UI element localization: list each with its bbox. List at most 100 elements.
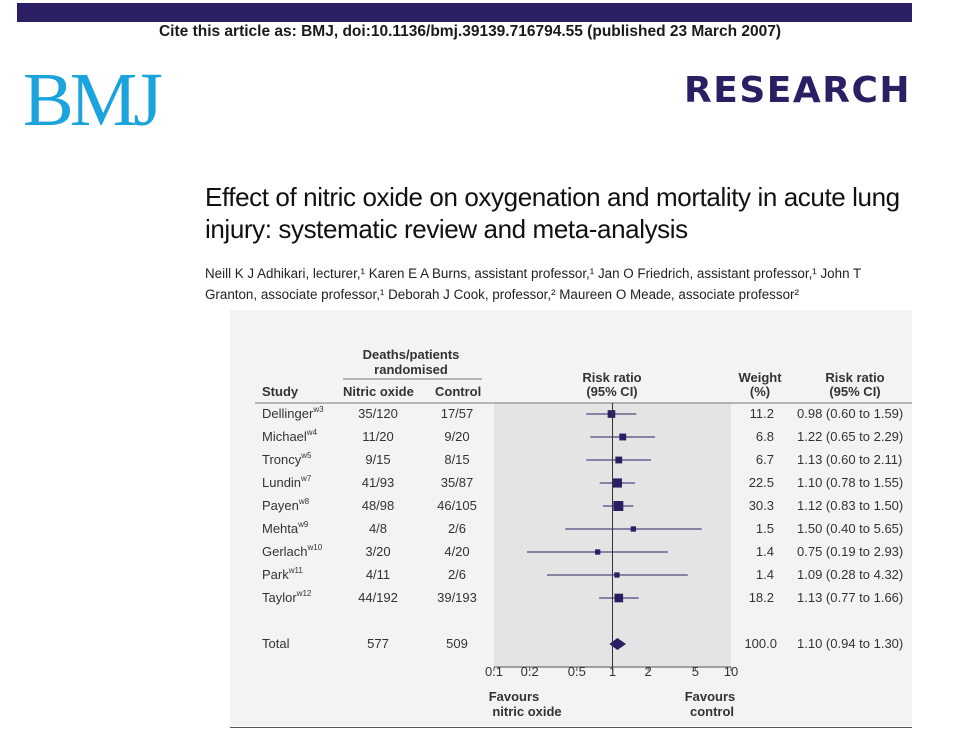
pooled-diamond [609, 638, 627, 650]
study-weight: 18.2 [749, 590, 774, 605]
journal-logo: BMJ [23, 58, 163, 142]
nitric-oxide-count: 11/20 [362, 429, 394, 444]
x-tick-label: 0.5 [568, 664, 586, 679]
x-tick-label: 5 [692, 664, 699, 679]
study-ref: w8 [298, 497, 310, 506]
control-count: 17/57 [441, 406, 474, 421]
x-tick-label: 1 [609, 664, 616, 679]
study-rr-text: 1.10 (0.78 to 1.55) [797, 475, 903, 490]
study-ref: w7 [300, 474, 312, 483]
control-count: 2/6 [448, 567, 466, 582]
author-list: Neill K J Adhikari, lecturer,¹ Karen E A… [205, 263, 925, 305]
study-ref: w9 [297, 520, 309, 529]
study-name: Lundinw7 [262, 474, 312, 490]
header-group-2: randomised [374, 362, 448, 377]
study-ref: w12 [296, 589, 312, 598]
total-nitric-oxide: 577 [367, 636, 389, 651]
study-weight: 6.8 [756, 429, 774, 444]
study-name: Dellingerw3 [262, 405, 324, 421]
study-weight: 1.4 [756, 567, 774, 582]
top-banner-bar [17, 3, 912, 22]
nitric-oxide-count: 35/120 [358, 406, 398, 421]
x-tick-label: 2 [645, 664, 652, 679]
control-count: 4/20 [444, 544, 469, 559]
study-ref: w5 [300, 451, 312, 460]
study-weight: 22.5 [749, 475, 774, 490]
nitric-oxide-count: 4/11 [366, 567, 390, 582]
article-title: Effect of nitric oxide on oxygenation an… [205, 182, 900, 244]
nitric-oxide-count: 44/192 [358, 590, 398, 605]
header-group-1: Deaths/patients [363, 347, 460, 362]
control-count: 35/87 [441, 475, 474, 490]
nitric-oxide-count: 41/93 [362, 475, 395, 490]
study-ref: w4 [306, 428, 318, 437]
total-weight: 100.0 [744, 636, 777, 651]
study-weight: 30.3 [749, 498, 774, 513]
nitric-oxide-count: 9/15 [365, 452, 390, 467]
study-marker [615, 456, 623, 464]
favours-left-1: Favours [489, 689, 540, 704]
total-rr-text: 1.10 (0.94 to 1.30) [797, 636, 903, 651]
nitric-oxide-count: 4/8 [369, 521, 387, 536]
section-label: RESEARCH [684, 70, 911, 111]
x-tick-label: 0.2 [521, 664, 539, 679]
header-rr-text-2: (95% CI) [829, 384, 880, 399]
header-study: Study [262, 384, 299, 399]
total-label: Total [262, 636, 290, 651]
control-count: 8/15 [444, 452, 469, 467]
study-ref: w3 [312, 405, 324, 414]
x-tick-label: 0.1 [485, 664, 503, 679]
study-marker [630, 526, 637, 532]
control-count: 9/20 [444, 429, 469, 444]
favours-left-2: nitric oxide [492, 704, 561, 719]
favours-right-2: control [690, 704, 734, 719]
study-rr-text: 0.98 (0.60 to 1.59) [797, 406, 903, 421]
study-marker [613, 501, 624, 511]
control-count: 46/105 [437, 498, 477, 513]
study-marker [595, 549, 601, 555]
study-weight: 6.7 [756, 452, 774, 467]
header-control: Control [435, 384, 481, 399]
study-marker [614, 572, 620, 578]
header-rr-text-1: Risk ratio [825, 370, 884, 385]
header-rr-plot-2: (95% CI) [586, 384, 637, 399]
bottom-rule [230, 727, 912, 728]
study-rr-text: 1.50 (0.40 to 5.65) [797, 521, 903, 536]
header-rr-plot-1: Risk ratio [582, 370, 641, 385]
study-name: Payenw8 [262, 497, 310, 513]
study-weight: 11.2 [750, 406, 774, 421]
study-rr-text: 1.13 (0.60 to 2.11) [797, 452, 902, 467]
study-name: Mehtaw9 [262, 520, 309, 536]
author-line-1: Neill K J Adhikari, lecturer,¹ Karen E A… [205, 266, 862, 281]
study-name: Michaelw4 [262, 428, 318, 444]
study-marker [607, 410, 616, 418]
study-name: Troncyw5 [262, 451, 312, 467]
study-ref: w11 [288, 566, 304, 575]
control-count: 2/6 [448, 521, 466, 536]
header-weight-2: (%) [750, 384, 770, 399]
study-weight: 1.4 [756, 544, 774, 559]
study-rr-text: 1.12 (0.83 to 1.50) [797, 498, 903, 513]
control-count: 39/193 [437, 590, 477, 605]
study-marker [619, 433, 627, 441]
header-weight-1: Weight [738, 370, 782, 385]
study-rr-text: 0.75 (0.19 to 2.93) [797, 544, 903, 559]
total-control: 509 [446, 636, 468, 651]
study-weight: 1.5 [756, 521, 774, 536]
citation-line: Cite this article as: BMJ, doi:10.1136/b… [158, 23, 781, 40]
x-axis: 0.1 0.2 0.5 1 2 5 10 [485, 403, 738, 679]
favours-right-1: Favours [685, 689, 736, 704]
study-marker [614, 593, 624, 603]
study-marker [612, 478, 622, 488]
study-rr-text: 1.13 (0.77 to 1.66) [797, 590, 903, 605]
nitric-oxide-count: 3/20 [365, 544, 390, 559]
study-rr-text: 1.09 (0.28 to 4.32) [797, 567, 903, 582]
nitric-oxide-count: 48/98 [362, 498, 395, 513]
header-nitric-oxide: Nitric oxide [343, 384, 414, 399]
study-ref: w10 [307, 543, 323, 552]
study-rows: Dellingerw3 35/120 17/57 11.2 0.98 (0.60 to … [262, 405, 903, 651]
study-rr-text: 1.22 (0.65 to 2.29) [797, 429, 903, 444]
x-tick-label: 10 [724, 664, 738, 679]
author-line-2: Granton, associate professor,¹ Deborah J… [205, 287, 799, 302]
